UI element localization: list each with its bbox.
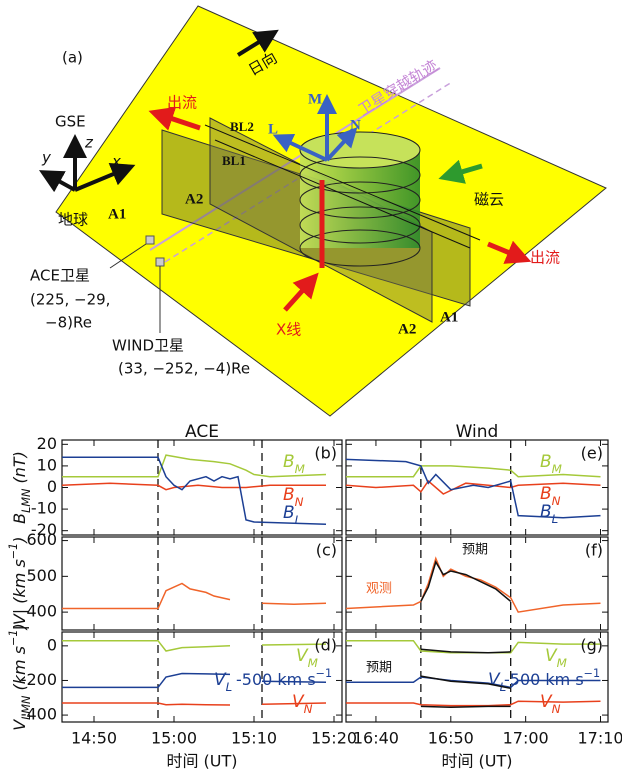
y-tick-label: 0 [47,635,57,654]
label: ACE卫星 [30,267,90,285]
y-tick-label: 10 [37,455,57,474]
series-label: VM [545,646,567,670]
label: N [350,117,361,133]
wind-satellite [156,258,164,266]
text-part: ) [10,536,29,543]
gse-axis [46,174,75,190]
column-title: Wind [456,422,499,442]
panel-label: (e) [581,444,603,463]
label: M [308,91,322,107]
label: L [268,121,278,137]
annotation: 观测 [366,582,392,597]
y-tick-label: -10 [31,499,57,518]
label: y [41,149,52,167]
x-tick-label: 15:20 [311,729,357,748]
series-line [346,701,601,705]
column-title: ACE [185,422,219,442]
text-part: −1 [7,629,20,646]
label: (225, −29, [30,291,110,309]
series-line [346,466,601,477]
series-label: VN [292,692,313,716]
series-line [421,562,511,601]
figure: (a) 日向 卫星穿越轨迹 出流 出流 GSE x y z 地球 M L N B… [0,0,622,774]
label: BL2 [230,119,254,134]
series-label: VN [540,692,561,716]
ace-satellite [146,236,154,244]
series-label: BM [283,452,305,476]
x-tick-label: 14:50 [71,729,117,748]
panel-label: (f) [585,541,603,560]
y-axis-label: |V| (km s−1) [7,536,29,630]
y-axis-label: BLMN (nT) [10,451,33,524]
panel-label: (b) [314,444,337,463]
series-label: VL [214,670,232,694]
x-tick-label: 17:00 [503,729,549,748]
label: A2 [185,191,203,207]
text-part: LMN [20,695,33,720]
text-part: B [10,513,29,524]
y-tick-label: 20 [37,434,57,453]
series-line [421,706,511,707]
panel-frame [62,537,342,630]
panel-label: (c) [316,541,337,560]
text-part: -500 km s [504,670,584,689]
series-line [62,584,326,609]
x-axis-label: 时间 (UT) [441,752,512,771]
series-line [346,459,601,517]
x-tick-label: 16:50 [428,729,474,748]
y-tick-label: 400 [26,602,57,621]
x-tick-label: 17:10 [577,729,622,748]
text-part: -500 km s [236,670,316,689]
label: z [84,134,94,152]
text-part: −1 [316,667,333,680]
label: −8)Re [45,314,92,332]
panel-label: (a) [62,49,83,67]
annotation: 预期 [462,543,488,558]
text-part: −1 [7,543,20,560]
label: 磁云 [474,191,504,209]
x-tick-label: 16:40 [353,729,399,748]
series-line [62,703,326,705]
annotation: -500 km s−1 [504,667,600,689]
text-part: LMN [20,488,33,513]
label: A1 [440,309,458,325]
label: x [111,153,121,171]
y-tick-label: 600 [26,530,57,549]
series-line [346,641,601,653]
x-tick-label: 15:00 [151,729,197,748]
annotation: -500 km s−1 [236,667,332,689]
panel-label: (d) [314,636,337,655]
label: (33, −252, −4)Re [118,360,250,378]
x-tick-label: 15:10 [231,729,277,748]
label: 出流 [167,94,197,112]
diagram: (a) 日向 卫星穿越轨迹 出流 出流 GSE x y z 地球 M L N B… [30,6,606,416]
y-tick-label: 0 [47,477,57,496]
text-part: (nT) [10,451,29,488]
series-line [62,641,326,651]
text-part: −1 [584,667,601,680]
label: GSE [55,113,86,131]
series-line [346,481,601,494]
label: A1 [108,206,126,222]
x-axis-label: 时间 (UT) [166,752,237,771]
label: BL1 [222,153,246,168]
series-label: BM [540,452,562,476]
label: X线 [276,321,301,339]
label: 地球 [58,211,88,229]
label: A2 [398,321,416,337]
label: WIND卫星 [112,337,184,355]
label: 出流 [530,249,560,267]
annotation: 预期 [366,661,392,676]
text-part: |V| (km s [10,559,29,630]
text-part: (km s [10,646,29,696]
y-tick-label: 500 [26,566,57,585]
panel-label: (g) [580,636,603,655]
text-part: ) [10,623,29,630]
